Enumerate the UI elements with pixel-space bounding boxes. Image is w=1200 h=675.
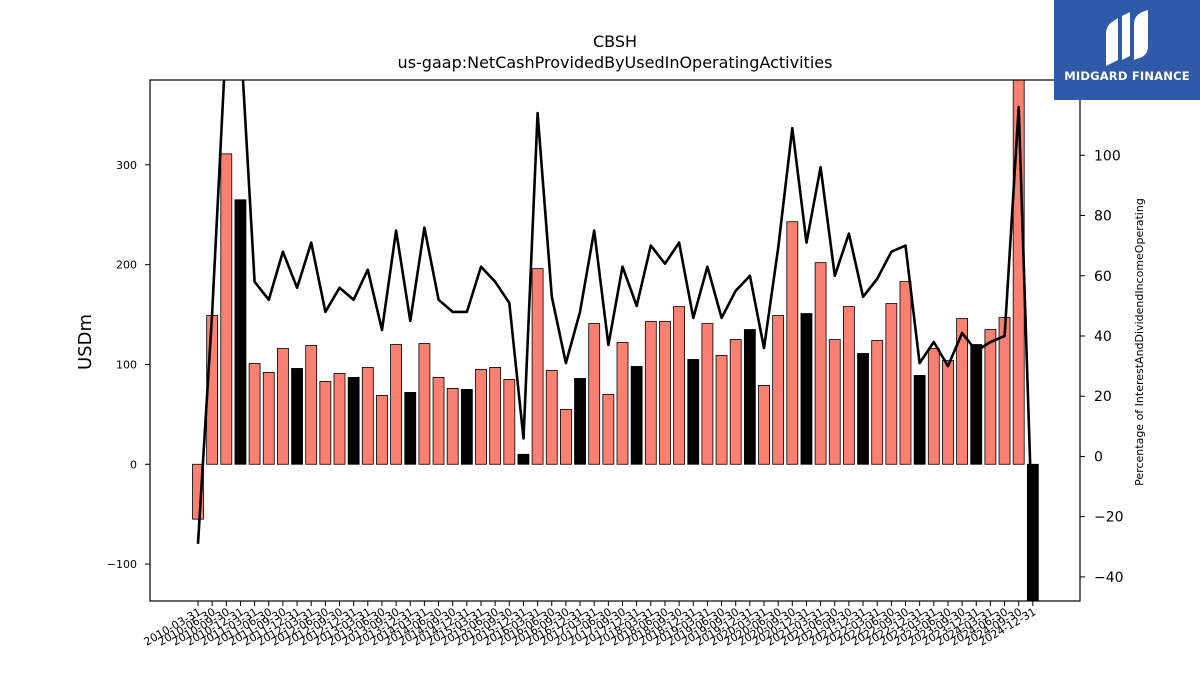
y-axis-right: −40−20020406080100120: [1080, 88, 1124, 586]
bar: [588, 323, 601, 465]
line-path: [196, 80, 1035, 547]
bar: [616, 342, 629, 465]
bar: [927, 348, 940, 465]
y2-tick-label: 20: [1094, 389, 1112, 405]
bar: [390, 344, 403, 465]
bar: [715, 355, 728, 465]
y2-tick-label: −40: [1094, 570, 1124, 586]
bar: [503, 379, 516, 465]
bar: [800, 313, 813, 465]
bar: [942, 360, 954, 465]
bar: [729, 339, 742, 465]
bar: [460, 389, 473, 465]
bar: [743, 329, 756, 465]
bar: [333, 373, 346, 465]
bar: [758, 385, 770, 465]
logo-mark-icon: [1106, 10, 1148, 66]
bar: [659, 321, 671, 465]
logo: MIDGARD FINANCE: [1054, 0, 1200, 100]
bar: [531, 268, 544, 465]
bar: [871, 340, 884, 465]
y2-tick-label: 0: [1094, 449, 1103, 465]
y2-tick-label: 100: [1094, 148, 1121, 164]
y-tick-label: 100: [116, 358, 137, 371]
bar: [857, 353, 869, 465]
bar: [701, 323, 714, 465]
bar-series: [192, 80, 1039, 601]
bar: [673, 306, 685, 465]
y2-tick-label: 80: [1094, 209, 1112, 225]
bar: [899, 281, 912, 465]
bar: [828, 339, 841, 465]
y-tick-label: 0: [130, 458, 137, 471]
bar: [630, 366, 643, 465]
bar: [843, 306, 855, 465]
bar: [291, 368, 303, 465]
bar: [956, 318, 968, 465]
bar: [970, 344, 983, 465]
bar: [560, 408, 572, 465]
bar: [220, 153, 233, 465]
bar: [489, 367, 502, 465]
y-tick-label: −100: [107, 558, 137, 571]
bar: [305, 345, 318, 465]
bar: [404, 392, 417, 465]
bar: [517, 453, 530, 465]
bar: [248, 363, 261, 465]
y2-tick-label: 40: [1094, 329, 1112, 345]
y-tick-label: 200: [116, 259, 137, 272]
bar: [446, 388, 459, 465]
y2-tick-label: 60: [1094, 269, 1112, 285]
bar: [475, 369, 487, 465]
bar: [262, 372, 275, 465]
bar: [687, 359, 700, 465]
bar: [376, 394, 388, 465]
y-axis-label: USDm: [75, 314, 96, 370]
bar: [602, 393, 615, 465]
bar: [786, 221, 799, 465]
bar: [885, 303, 898, 465]
bar: [276, 348, 289, 465]
bar: [644, 321, 657, 465]
chart-title: CBSH: [593, 32, 637, 51]
bar: [814, 262, 827, 465]
bar: [984, 329, 997, 465]
bar: [418, 343, 431, 465]
bar: [192, 463, 204, 520]
bar: [234, 199, 247, 465]
bar: [913, 375, 926, 465]
chart-subtitle: us-gaap:NetCashProvidedByUsedInOperating…: [398, 53, 833, 72]
y-axis-left: −100 0 100 200 300: [107, 159, 150, 571]
bar: [347, 377, 360, 465]
bar: [432, 377, 445, 465]
line-series: [196, 80, 1035, 547]
plot-frame: [149, 79, 1081, 602]
bar: [772, 315, 785, 465]
logo-text: MIDGARD FINANCE: [1064, 69, 1190, 83]
bar: [574, 378, 586, 465]
y-tick-label: 300: [116, 159, 137, 172]
bar: [319, 381, 332, 465]
x-axis: 2010-03-312010-06-302010-09-302010-12-31…: [142, 601, 1038, 649]
y2-axis-label: Percentage of InterestAndDividendIncomeO…: [1133, 198, 1146, 486]
y2-tick-label: −20: [1094, 510, 1124, 526]
bar: [998, 317, 1011, 465]
bar: [545, 370, 558, 465]
bar: [361, 367, 374, 465]
